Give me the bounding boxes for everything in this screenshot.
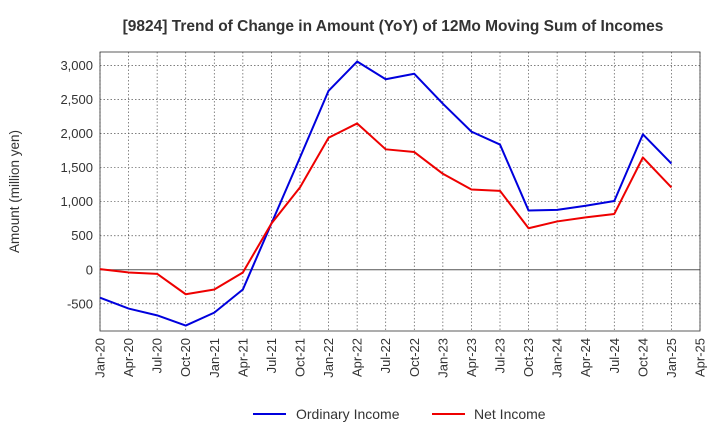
x-tick-label: Jul-23 — [493, 338, 508, 373]
x-tick-label: Apr-20 — [121, 338, 136, 377]
y-tick-label: 2,500 — [60, 92, 93, 107]
x-tick-label: Apr-21 — [235, 338, 250, 377]
x-tick-label: Oct-20 — [178, 338, 193, 377]
y-axis-title: Amount (million yen) — [7, 130, 22, 253]
grid-layer — [99, 51, 701, 332]
series-line-ordinary-income — [99, 60, 673, 327]
x-tick-label: Apr-22 — [350, 338, 365, 377]
x-tick-label: Oct-24 — [635, 338, 650, 377]
x-tick-label: Oct-22 — [407, 338, 422, 377]
x-tick-label: Jan-20 — [93, 338, 108, 378]
x-tick-label: Jan-25 — [664, 338, 679, 378]
x-tick-label: Jan-21 — [207, 338, 222, 378]
x-tick-label: Apr-24 — [578, 338, 593, 377]
x-tick-label: Jan-23 — [435, 338, 450, 378]
x-tick-label: Oct-21 — [293, 338, 308, 377]
x-tick-label: Jul-20 — [150, 338, 165, 373]
x-tick-label: Apr-25 — [693, 338, 708, 377]
x-tick-label: Jan-22 — [321, 338, 336, 378]
legend: Ordinary Income Net Income — [253, 406, 546, 422]
y-tick-label: 500 — [71, 228, 93, 243]
x-tick-label: Apr-23 — [464, 338, 479, 377]
plot-frame — [99, 51, 701, 332]
y-tick-label: 1,000 — [60, 194, 93, 209]
chart-title: [9824] Trend of Change in Amount (YoY) o… — [123, 18, 664, 35]
legend-label-ordinary-income: Ordinary Income — [296, 406, 400, 422]
x-tick-labels: Jan-20 Apr-20 Jul-20 Oct-20 Jan-21 Apr-21 Jul-… — [93, 338, 708, 378]
x-tick-label: Oct-23 — [521, 338, 536, 377]
series-line-net-income — [99, 122, 673, 296]
y-tick-labels: -500 0 500 1,000 1,500 2,000 2,500 3,000 — [60, 58, 93, 311]
y-tick-label: 0 — [86, 262, 93, 277]
legend-label-net-income: Net Income — [474, 406, 546, 422]
x-tick-label: Jul-21 — [264, 338, 279, 373]
y-tick-label: 2,000 — [60, 126, 93, 141]
series-layer — [99, 60, 673, 327]
y-tick-label: -500 — [67, 296, 93, 311]
x-tick-label: Jul-24 — [607, 338, 622, 373]
y-tick-label: 1,500 — [60, 160, 93, 175]
x-tick-label: Jan-24 — [550, 338, 565, 378]
x-tick-label: Jul-22 — [378, 338, 393, 373]
y-tick-label: 3,000 — [60, 58, 93, 73]
